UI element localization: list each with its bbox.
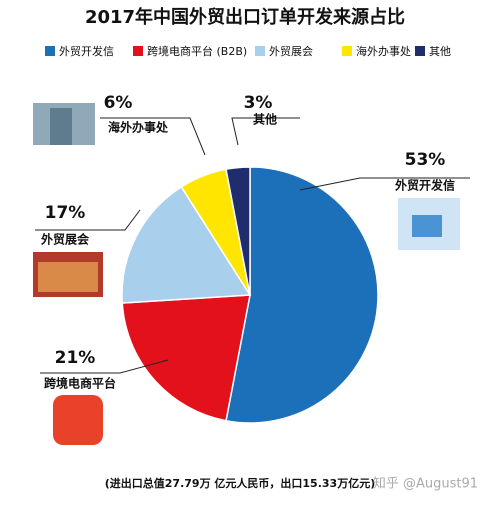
pie-slice xyxy=(225,166,379,424)
leader-line xyxy=(231,117,300,146)
callout-label: 外贸展会 xyxy=(41,232,90,247)
watermark: 知乎 @August91 xyxy=(373,476,478,492)
leader-line xyxy=(100,117,206,156)
value-label: 6% xyxy=(104,93,133,113)
callout-label: 海外办事处 xyxy=(108,120,169,135)
callout-label: 外贸开发信 xyxy=(395,178,455,193)
icons xyxy=(33,103,460,445)
leader-line xyxy=(299,177,470,191)
legend-label: 其他 xyxy=(429,45,451,58)
value-label: 17% xyxy=(45,203,86,223)
legend-swatch xyxy=(45,46,55,56)
pie-slice xyxy=(121,185,252,304)
pie-slice xyxy=(121,294,251,422)
legend-swatch xyxy=(342,46,352,56)
pie-slice xyxy=(225,166,251,296)
legend-swatch xyxy=(133,46,143,56)
legend-label: 海外办事处 xyxy=(356,44,411,58)
legend-label: 外贸开发信 xyxy=(59,44,114,58)
chart-title: 2017年中国外贸出口订单开发来源占比 xyxy=(85,6,405,28)
callout-label: 跨境电商平台 xyxy=(44,376,116,391)
value-label: 3% xyxy=(244,93,273,113)
footnote: (进出口总值27.79万 亿元人民币，出口15.33万亿元) xyxy=(105,476,375,490)
leader-line xyxy=(35,209,141,231)
legend-label: 跨境电商平台 (B2B) xyxy=(147,44,247,58)
value-label: 53% xyxy=(405,150,446,170)
leader-line xyxy=(40,359,169,374)
legend-label: 外贸展会 xyxy=(269,45,313,58)
callout-label: 其他 xyxy=(253,112,277,127)
legend-swatch xyxy=(255,46,265,56)
legend-swatch xyxy=(415,46,425,56)
value-label: 21% xyxy=(55,348,96,368)
